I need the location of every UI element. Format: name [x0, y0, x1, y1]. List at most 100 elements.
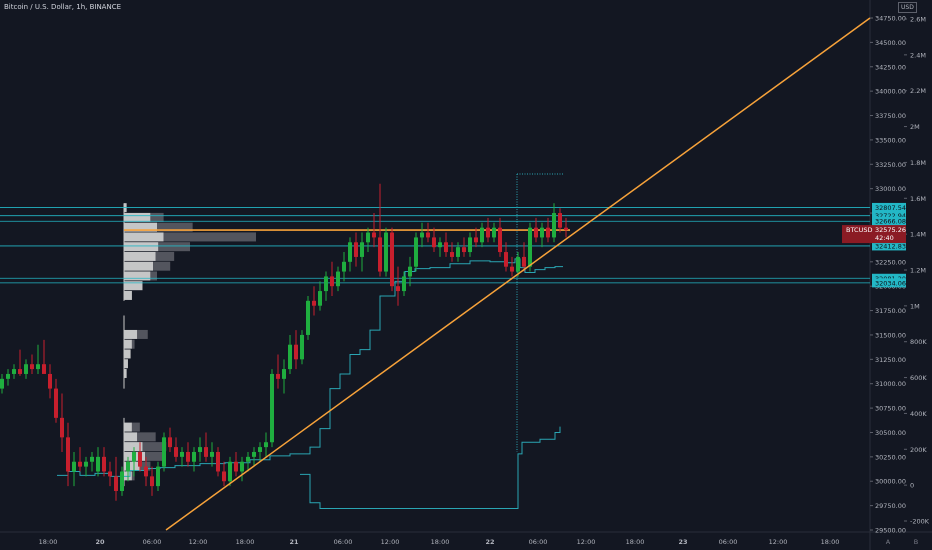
candle-body	[174, 447, 178, 457]
candle-body	[366, 232, 370, 243]
candle	[438, 237, 442, 257]
candle-body	[534, 227, 538, 238]
candle	[504, 242, 508, 272]
volume-profile-bar-light	[124, 442, 143, 452]
upper-step-series	[516, 173, 563, 452]
candle	[510, 256, 514, 277]
price-axis-label: 33000.00	[875, 185, 906, 193]
candle	[312, 286, 316, 316]
candle	[522, 242, 526, 272]
price-axis-label: 29500.00	[875, 527, 906, 535]
candle-body	[474, 237, 478, 243]
price-axis-label: 31000.00	[875, 380, 906, 388]
candle	[246, 451, 250, 472]
time-axis-label: 18:00	[236, 538, 255, 546]
candle	[216, 447, 220, 477]
candle	[306, 295, 310, 340]
volume-profile-bar-dark	[131, 339, 135, 349]
volume-profile-bar-light	[124, 242, 159, 252]
volume-profile-bar-dark	[157, 222, 193, 232]
candle-body	[318, 291, 322, 306]
candle-body	[270, 373, 274, 443]
candle-body	[348, 242, 352, 262]
auto-scale-button: A	[886, 538, 891, 546]
candle	[162, 432, 166, 472]
price-tag-label: 32412.83	[875, 242, 906, 250]
candles	[0, 183, 568, 501]
candle	[222, 461, 226, 487]
candle	[210, 442, 214, 467]
candle-body	[48, 373, 52, 389]
candle-body	[306, 300, 310, 335]
candle	[114, 456, 118, 501]
candle-body	[516, 256, 520, 272]
volume-profile-bar-dark	[153, 261, 171, 271]
current-price-box	[842, 225, 906, 244]
candle-body	[54, 388, 58, 418]
candle	[186, 442, 190, 467]
volume-axis-label: 200K	[910, 446, 927, 454]
time-axis-label: 18:00	[431, 538, 450, 546]
currency-badge[interactable]: USD	[898, 2, 917, 13]
time-axis-label: 06:00	[143, 538, 162, 546]
candle-body	[120, 471, 124, 491]
volume-profile-bar-dark	[163, 232, 256, 242]
candle	[546, 217, 550, 243]
candle-body	[180, 451, 184, 457]
candle-body	[210, 451, 214, 457]
candle-body	[132, 451, 136, 462]
time-axis-label: 22	[485, 538, 494, 546]
log-scale-button: B	[914, 538, 918, 546]
candle-body	[78, 461, 82, 467]
candle	[468, 232, 472, 257]
current-price-value: 32575.26	[875, 226, 906, 234]
time-axis-label: 12:00	[381, 538, 400, 546]
price-axis-label: 34500.00	[875, 39, 906, 47]
candle-body	[342, 261, 346, 272]
price-tag-box	[872, 216, 906, 226]
price-tag-box	[872, 278, 906, 288]
candle-body	[198, 447, 202, 452]
candle-body	[444, 242, 448, 253]
candle	[258, 442, 262, 462]
time-axis-label: 21	[289, 538, 299, 546]
candle	[294, 330, 298, 370]
candle-body	[492, 227, 496, 238]
candle-body	[66, 437, 70, 472]
trendline	[165, 17, 871, 531]
candle-body	[432, 237, 436, 248]
volume-axis-label: 800K	[910, 338, 927, 346]
candle	[240, 456, 244, 482]
candle-body	[186, 451, 190, 462]
price-axis-label: 29750.00	[875, 502, 906, 510]
candle-body	[426, 232, 430, 238]
candle	[366, 227, 370, 253]
time-axis-label: 06:00	[529, 538, 548, 546]
candle-body	[18, 369, 22, 374]
volume-axis-label: 2M	[910, 123, 920, 131]
candle-body	[564, 227, 568, 231]
candle-body	[384, 232, 388, 272]
candle	[90, 451, 94, 472]
price-tag-label: 32034.06	[875, 279, 906, 287]
volume-axis-label: 400K	[910, 410, 927, 418]
candle-body	[150, 476, 154, 487]
volume-axis-label: 2.4M	[910, 51, 926, 59]
price-tag-box	[872, 241, 906, 251]
candle	[138, 442, 142, 472]
current-price-countdown: 42:40	[875, 234, 894, 242]
candle-body	[504, 252, 508, 267]
candle-body	[480, 227, 484, 243]
volume-profile-bar-light	[124, 349, 131, 359]
candle	[288, 334, 292, 374]
candle-body	[408, 266, 412, 277]
candle-body	[558, 213, 562, 228]
candle-body	[96, 456, 100, 472]
candle	[36, 344, 40, 374]
candle-body	[30, 364, 34, 370]
candle-body	[240, 461, 244, 472]
candle	[6, 369, 10, 386]
chart-title: Bitcoin / U.S. Dollar, 1h, BINANCE	[4, 3, 122, 11]
candle	[300, 330, 304, 365]
